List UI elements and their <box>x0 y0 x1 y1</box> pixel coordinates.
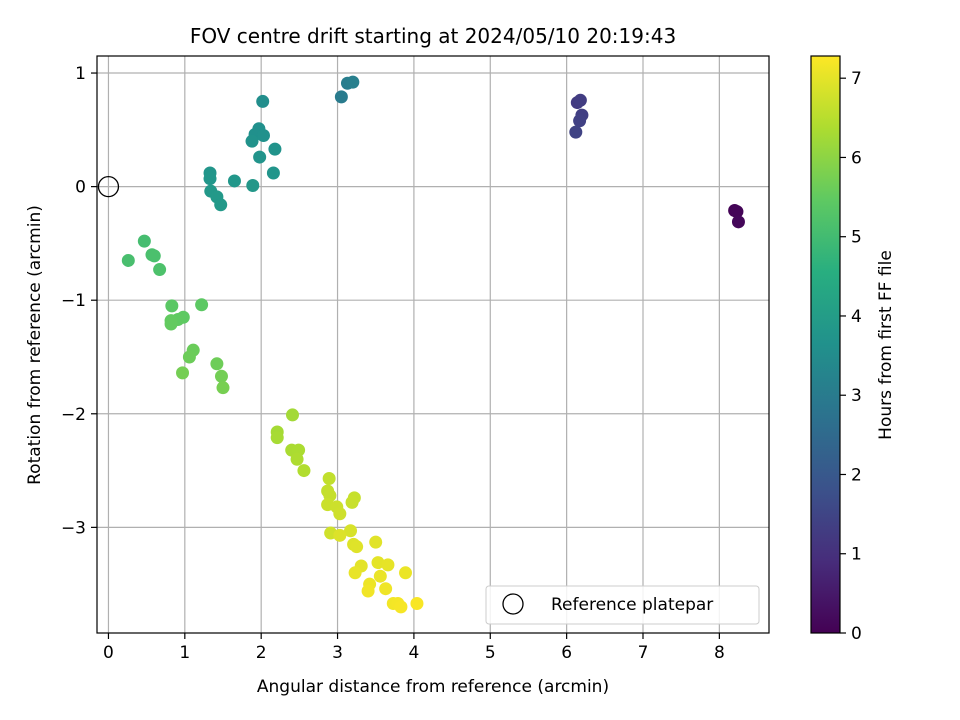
data-point <box>569 125 583 139</box>
x-tick-label: 0 <box>103 643 114 663</box>
x-tick-label: 6 <box>561 643 572 663</box>
data-point <box>137 234 151 248</box>
x-tick-label: 1 <box>179 643 190 663</box>
y-axis-ticks: 1 0 −1 −2 −3 <box>61 64 97 538</box>
legend-label: Reference platepar <box>551 595 713 615</box>
data-point <box>285 408 299 422</box>
colorbar-tick-label: 2 <box>851 465 862 485</box>
legend: Reference platepar <box>485 585 760 625</box>
data-point <box>227 174 241 188</box>
data-point <box>369 535 383 549</box>
data-point <box>730 205 744 219</box>
data-point <box>246 178 260 192</box>
data-point <box>345 495 359 509</box>
legend-reference-marker <box>502 593 524 615</box>
data-point <box>322 472 336 486</box>
colorbar-tick-label: 3 <box>851 386 862 406</box>
data-point <box>394 600 408 614</box>
data-point <box>153 263 167 277</box>
colorbar-tick-label: 7 <box>851 69 862 89</box>
x-tick-label: 4 <box>408 643 419 663</box>
data-point <box>147 249 161 263</box>
x-tick-label: 5 <box>485 643 496 663</box>
data-point <box>253 150 267 164</box>
plot-frame <box>96 55 770 634</box>
colorbar-ticks: 0 1 2 3 4 5 6 7 <box>840 69 862 644</box>
data-point <box>333 528 347 542</box>
x-tick-label: 3 <box>332 643 343 663</box>
reference-platepar-marker <box>97 175 120 198</box>
data-point <box>176 366 190 380</box>
reference-marker-layer <box>97 175 120 198</box>
data-point <box>381 558 395 572</box>
data-point <box>373 569 387 583</box>
data-point <box>268 142 282 156</box>
y-tick-label: 0 <box>75 178 86 198</box>
y-axis-label: Rotation from reference (arcmin) <box>25 205 45 485</box>
data-point <box>214 198 228 212</box>
data-point <box>410 596 424 610</box>
data-point <box>195 298 209 312</box>
x-tick-label: 8 <box>714 643 725 663</box>
data-point <box>245 134 259 148</box>
data-point <box>361 584 375 598</box>
data-point <box>297 464 311 478</box>
colorbar-label: Hours from first FF file <box>876 250 896 440</box>
x-axis-ticks: 0 1 2 3 4 5 6 7 8 <box>103 633 725 663</box>
chart-title: FOV centre drift starting at 2024/05/10 … <box>190 24 676 48</box>
y-tick-label: −1 <box>61 291 86 311</box>
legend-box <box>485 585 760 625</box>
data-point <box>164 317 178 331</box>
x-tick-label: 7 <box>638 643 649 663</box>
data-point <box>573 114 587 128</box>
data-point <box>270 431 284 445</box>
scatter-points <box>121 75 745 614</box>
data-point <box>266 166 280 180</box>
colorbar-tick-label: 4 <box>851 307 862 327</box>
data-point <box>256 129 270 143</box>
colorbar-tick-label: 5 <box>851 228 862 248</box>
colorbar-tick-label: 1 <box>851 545 862 565</box>
data-point <box>333 507 347 521</box>
y-tick-label: 1 <box>75 64 86 84</box>
data-point <box>350 540 364 554</box>
y-tick-label: −3 <box>61 518 86 538</box>
data-point <box>121 253 135 267</box>
y-tick-label: −2 <box>61 405 86 425</box>
colorbar <box>810 55 841 634</box>
data-point <box>346 75 360 89</box>
data-point <box>379 582 393 596</box>
data-point <box>334 90 348 104</box>
data-point <box>348 566 362 580</box>
data-point <box>573 93 587 107</box>
x-tick-label: 2 <box>256 643 267 663</box>
x-axis-label: Angular distance from reference (arcmin) <box>257 677 609 697</box>
data-point <box>216 381 230 395</box>
data-point <box>165 299 179 313</box>
grid-lines <box>97 56 769 633</box>
data-point <box>399 566 413 580</box>
data-point <box>210 357 224 371</box>
data-point <box>182 350 196 364</box>
data-point <box>371 556 385 570</box>
data-point <box>344 524 358 538</box>
data-point <box>203 172 217 186</box>
colorbar-tick-label: 6 <box>851 148 862 168</box>
data-point <box>731 215 745 229</box>
data-point <box>290 452 304 466</box>
colorbar-tick-label: 0 <box>851 624 862 644</box>
data-point <box>256 94 270 108</box>
data-point <box>214 369 228 383</box>
